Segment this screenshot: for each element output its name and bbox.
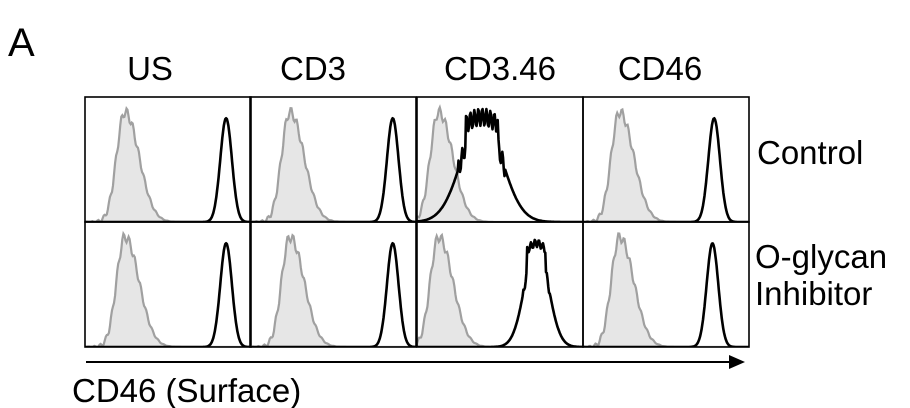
row-label-control: Control: [757, 134, 863, 171]
panel-frame: [582, 221, 750, 348]
cd46-stain-histogram: [250, 117, 416, 222]
cd46-stain-histogram: [85, 242, 251, 347]
isotype-histogram: [85, 106, 251, 222]
isotype-histogram: [417, 232, 583, 347]
cd46-stain-histogram: [583, 117, 749, 222]
histogram-panel-r1-cd3: [250, 233, 416, 347]
histogram-panel-r1-cd46: [583, 232, 749, 347]
histogram-panel-r1-cd3-46: [417, 232, 583, 347]
column-label-cd3: CD3: [280, 50, 346, 87]
panel-label: A: [8, 21, 35, 65]
histogram-panel-r0-cd46: [583, 107, 749, 222]
column-label-cd46: CD46: [618, 50, 702, 87]
histogram-panels: [84, 96, 750, 348]
x-axis-label: CD46 (Surface): [72, 372, 301, 408]
histogram-panel-r0-cd3: [250, 107, 416, 222]
panel-frame: [84, 221, 252, 348]
cd46-stain-histogram: [250, 242, 416, 347]
column-label-us: US: [127, 50, 173, 87]
x-axis-arrowhead: [729, 355, 745, 369]
histogram-panel-r0-us: [85, 106, 251, 222]
isotype-histogram: [417, 104, 583, 222]
cd46-stain-histogram: [85, 117, 251, 222]
isotype-histogram: [85, 230, 251, 347]
panel-frame: [249, 221, 417, 348]
histogram-panel-r1-us: [85, 230, 251, 347]
row-label-o-glycan-line1: O-glycan: [755, 238, 887, 275]
cd46-stain-histogram: [583, 242, 749, 347]
row-label-o-glycan-line2: Inhibitor: [755, 275, 872, 312]
histogram-panel-r0-cd3-46: [417, 104, 583, 222]
column-label-cd3-46: CD3.46: [444, 50, 556, 87]
